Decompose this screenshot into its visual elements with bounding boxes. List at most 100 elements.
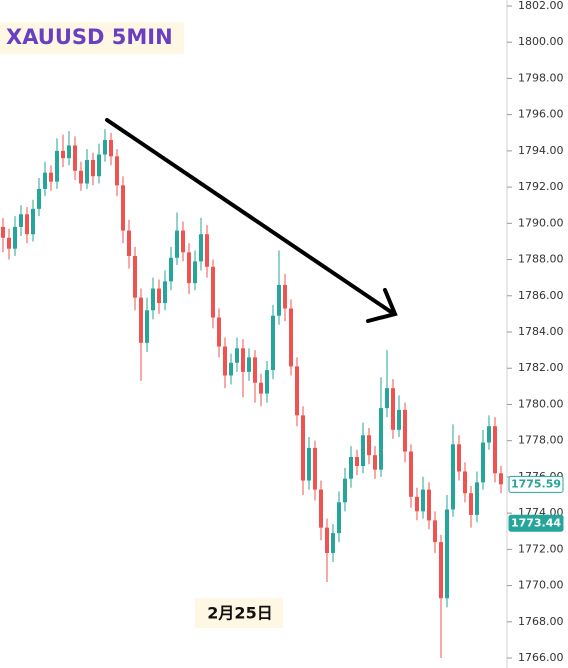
candle-body: [19, 214, 23, 227]
price-badge-label: 1775.59: [511, 477, 561, 490]
candle-body: [25, 214, 29, 235]
date-background: [195, 598, 283, 628]
y-tick-label: 1792.00: [518, 180, 564, 193]
y-tick-label: 1784.00: [518, 325, 564, 338]
candle-body: [97, 154, 101, 177]
candle-body: [49, 172, 53, 182]
candle-body: [397, 409, 401, 430]
candle-body: [193, 261, 197, 284]
candle-body: [199, 234, 203, 262]
candle-body: [235, 348, 239, 363]
candle-body: [487, 426, 491, 443]
plot: [1, 129, 503, 659]
candle-body: [259, 382, 263, 394]
candle-body: [367, 435, 371, 456]
date-annotation: 2月25日: [207, 604, 272, 623]
candle-body: [133, 255, 137, 298]
candle-body: [109, 140, 113, 157]
candle-body: [139, 297, 143, 343]
candle-body: [295, 366, 299, 416]
candle-body: [307, 447, 311, 481]
candle-body: [115, 156, 119, 186]
candle-body: [43, 172, 47, 189]
candle-body: [313, 447, 317, 490]
candle-body: [325, 527, 329, 553]
candle-body: [37, 188, 41, 209]
candle-body: [67, 145, 71, 159]
candle-body: [145, 310, 149, 343]
candle-body: [277, 284, 281, 316]
candle-body: [127, 230, 131, 256]
candle-body: [1, 226, 5, 238]
candle-body: [451, 444, 455, 510]
candle-body: [85, 159, 89, 184]
candle-body: [175, 230, 179, 258]
y-tick-label: 1794.00: [518, 144, 564, 157]
y-tick-label: 1778.00: [518, 434, 564, 447]
candle-body: [121, 185, 125, 231]
y-tick-label: 1796.00: [518, 108, 564, 121]
candle-body: [409, 451, 413, 497]
candle-body: [187, 252, 191, 284]
candle-body: [391, 388, 395, 430]
candle-body: [283, 284, 287, 309]
candle-body: [415, 496, 419, 512]
candle-body: [241, 348, 245, 372]
candle-body: [211, 266, 215, 318]
candle-body: [7, 237, 11, 249]
candle-body: [301, 415, 305, 481]
y-tick-label: 1780.00: [518, 397, 564, 410]
candle-body: [445, 509, 449, 599]
candle-body: [79, 170, 83, 184]
candle-body: [229, 362, 233, 376]
candle-body: [151, 288, 155, 311]
candle-body: [181, 230, 185, 253]
price-badge-label: 1773.44: [511, 516, 561, 529]
trend-arrow: [105, 118, 398, 323]
candle-body: [271, 315, 275, 371]
candle-body: [319, 489, 323, 528]
candle-body: [343, 478, 347, 503]
candle-body: [103, 140, 107, 155]
candle-body: [217, 317, 221, 347]
price-badge: [508, 475, 564, 493]
candle-body: [265, 370, 269, 394]
candle-body: [355, 456, 359, 467]
y-tick-label: 1782.00: [518, 361, 564, 374]
candle-body: [349, 456, 353, 479]
candle-body: [457, 444, 461, 472]
candle-body: [163, 281, 167, 304]
candle-body: [373, 455, 377, 470]
candle-body: [223, 346, 227, 376]
candle-body: [91, 159, 95, 177]
candle-body: [433, 520, 437, 543]
candle-body: [493, 426, 497, 474]
candle-body: [289, 308, 293, 367]
candle-body: [499, 473, 503, 485]
candle-body: [439, 542, 443, 599]
candle-body: [379, 408, 383, 470]
price-badge: [508, 514, 564, 532]
y-tick-label: 1788.00: [518, 253, 564, 266]
candle-body: [247, 357, 251, 372]
candle-body: [205, 234, 209, 267]
candle-body: [55, 150, 59, 182]
y-tick-label: 1786.00: [518, 289, 564, 302]
candle-body: [481, 442, 485, 483]
price-axis: 1766.001768.001770.001772.001774.001776.…: [507, 0, 564, 664]
candle-body: [61, 150, 65, 159]
candle-body: [253, 357, 257, 383]
y-tick-label: 1798.00: [518, 71, 564, 84]
candle-body: [469, 493, 473, 515]
candle-body: [169, 257, 173, 282]
candle-body: [157, 288, 161, 304]
candle-body: [73, 145, 77, 171]
y-tick-label: 1800.00: [518, 35, 564, 48]
y-tick-label: 1802.00: [518, 0, 564, 12]
candle-body: [463, 471, 467, 494]
y-tick-label: 1770.00: [518, 579, 564, 592]
y-tick-label: 1790.00: [518, 216, 564, 229]
candle-body: [13, 226, 17, 249]
